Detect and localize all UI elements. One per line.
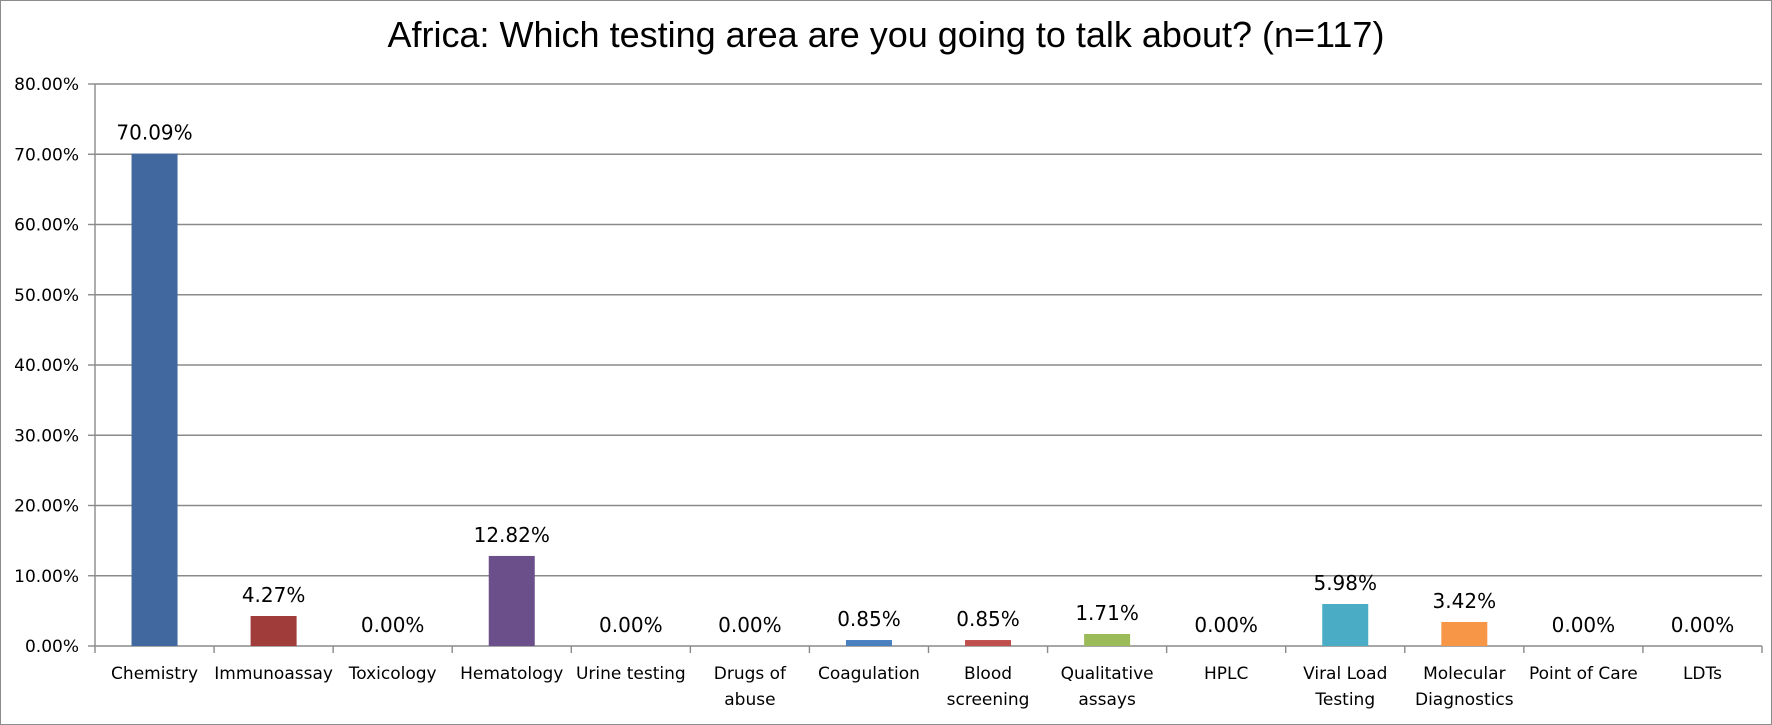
data-label: 1.71% — [1075, 601, 1139, 625]
data-label: 5.98% — [1313, 571, 1377, 595]
category-label: LDTs — [1683, 664, 1722, 684]
y-tick-label: 10.00% — [14, 567, 79, 587]
bar — [131, 153, 178, 647]
bar — [965, 640, 1012, 646]
category-label: Urine testing — [576, 664, 686, 684]
chart-title: Africa: Which testing area are you going… — [387, 14, 1385, 55]
category-label: Molecular Diagnostics — [1415, 664, 1514, 710]
category-label: Viral Load Testing — [1303, 664, 1387, 710]
data-label: 0.00% — [718, 613, 782, 637]
bar — [1322, 603, 1369, 646]
category-label: Immunoassay — [214, 664, 333, 684]
category-label: Drugs of abuse — [714, 664, 787, 710]
bar — [845, 640, 892, 646]
category-label: Toxicology — [348, 664, 437, 684]
category-label: Hematology — [460, 664, 563, 684]
category-label: Qualitative assays — [1061, 664, 1154, 710]
y-tick-label: 0.00% — [25, 637, 79, 657]
data-label: 4.27% — [242, 583, 306, 607]
data-label: 0.00% — [599, 613, 663, 637]
data-label: 12.82% — [474, 523, 550, 547]
y-tick-label: 30.00% — [14, 426, 79, 446]
category-label: Blood screening — [947, 664, 1030, 710]
y-tick-label: 50.00% — [14, 286, 79, 306]
y-tick-label: 80.00% — [14, 75, 79, 95]
category-label: Point of Care — [1529, 664, 1638, 684]
bar — [1441, 621, 1488, 646]
category-label: Chemistry — [111, 664, 198, 684]
y-tick-label: 60.00% — [14, 216, 79, 236]
bar — [488, 555, 535, 646]
bar — [1084, 633, 1131, 646]
y-tick-label: 70.00% — [14, 145, 79, 165]
data-label: 0.00% — [1671, 613, 1735, 637]
data-label: 3.42% — [1433, 589, 1497, 613]
data-label: 70.09% — [116, 121, 192, 145]
y-tick-label: 40.00% — [14, 356, 79, 376]
category-label: HPLC — [1204, 664, 1248, 684]
data-label: 0.00% — [361, 613, 425, 637]
bar — [250, 616, 297, 646]
data-label: 0.00% — [1552, 613, 1616, 637]
data-label: 0.85% — [837, 607, 901, 631]
y-tick-label: 20.00% — [14, 497, 79, 517]
category-label: Coagulation — [818, 664, 920, 684]
data-label: 0.85% — [956, 607, 1020, 631]
data-label: 0.00% — [1194, 613, 1258, 637]
